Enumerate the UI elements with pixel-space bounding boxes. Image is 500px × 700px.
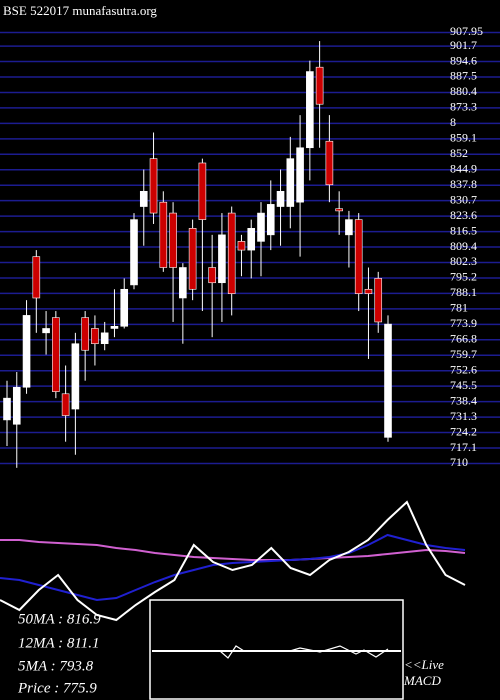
y-tick-label: 781 (450, 301, 468, 315)
y-tick-label: 745.5 (450, 378, 477, 392)
candle-body (91, 328, 99, 345)
candle-body (71, 343, 80, 410)
ma-label: 5MA : 793.8 (18, 658, 94, 674)
ma-line (0, 539, 466, 561)
price-label: Price : 775.9 (17, 680, 97, 696)
candle-body (100, 332, 109, 345)
ma-line (0, 533, 466, 602)
candle-body (198, 162, 207, 220)
candle-body (286, 158, 295, 207)
y-tick-label: 8 (450, 115, 456, 129)
candle-body (237, 241, 246, 251)
y-tick-label: 759.7 (450, 347, 477, 361)
candle-body (52, 317, 60, 392)
candle-body (61, 393, 70, 416)
candle-body (227, 212, 236, 294)
y-tick-label: 894.6 (450, 53, 477, 67)
candle-body (169, 212, 177, 268)
candle-body (12, 386, 21, 425)
candle-body (42, 328, 50, 334)
candle-body (335, 208, 343, 212)
y-tick-label: 859.1 (450, 131, 477, 145)
macd-signal (219, 645, 389, 659)
candle-body (179, 267, 187, 299)
candle-body (354, 219, 363, 294)
macd-box (149, 599, 404, 700)
candle-body (32, 256, 41, 299)
candle-body (257, 212, 265, 242)
y-tick-label: 887.5 (450, 69, 477, 83)
candle-body (22, 315, 31, 388)
y-tick-label: 830.7 (450, 192, 477, 206)
candle-body (325, 140, 334, 186)
ma-label: 50MA : 816.9 (18, 611, 101, 627)
y-tick-label: 809.4 (450, 239, 477, 253)
y-tick-label: 710 (450, 455, 468, 469)
candle-body (208, 267, 216, 284)
y-tick-label: 907.95 (450, 24, 483, 38)
candle-body (218, 234, 226, 284)
y-tick-label: 880.4 (450, 84, 477, 98)
candle-body (81, 317, 89, 351)
candle-body (149, 158, 158, 214)
y-tick-label: 823.6 (450, 208, 477, 222)
y-tick-label: 873.3 (450, 100, 477, 114)
candle-body (345, 219, 353, 236)
macd-label: MACD (403, 673, 441, 688)
candle-body (247, 228, 256, 251)
y-tick-label: 773.9 (450, 316, 477, 330)
y-tick-label: 816.5 (450, 223, 477, 237)
y-tick-label: 717.1 (450, 440, 477, 454)
y-tick-label: 901.7 (450, 38, 477, 52)
candle-body (296, 147, 304, 203)
candle-body (276, 191, 285, 207)
y-tick-label: 802.3 (450, 254, 477, 268)
ma-line (0, 500, 466, 622)
candle-body (266, 204, 275, 236)
y-tick-label: 731.3 (450, 409, 477, 423)
candle-body (3, 397, 11, 421)
macd-label: <<Live (404, 657, 444, 672)
candle-body (188, 228, 197, 290)
candle-body (110, 325, 119, 329)
candle-body (306, 71, 314, 149)
y-tick-label: 766.8 (450, 332, 477, 346)
candle-body (364, 288, 373, 294)
ma-label: 12MA : 811.1 (18, 635, 100, 651)
y-tick-label: 837.8 (450, 177, 477, 191)
candle-body (315, 66, 324, 105)
y-tick-label: 752.6 (450, 362, 477, 376)
candle-body (139, 191, 148, 207)
candle-body (120, 288, 129, 327)
chart-title: BSE 522017 munafasutra.org (3, 3, 157, 18)
candle-body (374, 278, 383, 323)
candle-body (384, 323, 392, 438)
y-tick-label: 795.2 (450, 270, 477, 284)
candle-body (159, 201, 168, 268)
y-tick-label: 788.1 (450, 285, 477, 299)
y-tick-label: 738.4 (450, 393, 477, 407)
y-tick-label: 852 (450, 146, 468, 160)
y-tick-label: 724.2 (450, 424, 477, 438)
y-tick-label: 844.9 (450, 161, 477, 175)
candle-body (130, 219, 138, 286)
